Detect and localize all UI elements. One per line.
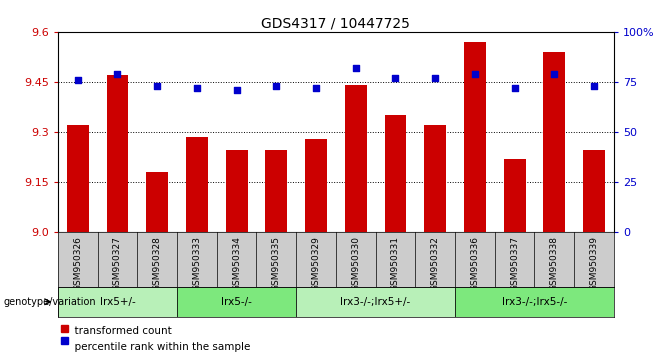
Text: GSM950326: GSM950326 (73, 236, 82, 291)
Text: GSM950335: GSM950335 (272, 236, 281, 291)
Text: genotype/variation: genotype/variation (3, 297, 96, 307)
Bar (58, 287, 177, 317)
Bar (265, 150, 288, 232)
Text: lrx3-/-;lrx5-/-: lrx3-/-;lrx5-/- (502, 297, 567, 307)
Text: GSM950329: GSM950329 (311, 236, 320, 291)
Bar (544, 52, 565, 232)
Text: lrx5+/-: lrx5+/- (99, 297, 136, 307)
Bar (464, 42, 486, 232)
Text: GSM950336: GSM950336 (470, 236, 480, 291)
Point (72, 77, 83, 83)
Bar (177, 287, 296, 317)
Text: GSM950339: GSM950339 (590, 236, 599, 291)
Bar (455, 287, 614, 317)
Point (470, 71, 480, 77)
Point (509, 85, 520, 91)
Point (232, 87, 242, 93)
Bar (186, 137, 208, 232)
Point (191, 85, 202, 91)
Text: GSM950338: GSM950338 (550, 236, 559, 291)
Bar (345, 85, 367, 232)
Text: transformed count: transformed count (68, 326, 172, 336)
Text: GSM950334: GSM950334 (232, 236, 241, 291)
Text: GSM950327: GSM950327 (113, 236, 122, 291)
Bar (61, 337, 68, 344)
Text: GSM950337: GSM950337 (510, 236, 519, 291)
Point (311, 85, 321, 91)
Title: GDS4317 / 10447725: GDS4317 / 10447725 (261, 17, 411, 31)
Point (549, 71, 559, 77)
Text: GSM950330: GSM950330 (351, 236, 361, 291)
Text: GSM950331: GSM950331 (391, 236, 400, 291)
Bar (305, 138, 327, 232)
Text: lrx5-/-: lrx5-/- (221, 297, 252, 307)
Text: GSM950328: GSM950328 (153, 236, 162, 291)
Text: GSM950332: GSM950332 (431, 236, 440, 291)
Point (271, 83, 282, 89)
Bar (146, 172, 168, 232)
Text: GSM950333: GSM950333 (192, 236, 201, 291)
Point (351, 65, 361, 71)
Bar (504, 159, 526, 232)
Bar (384, 115, 407, 232)
Point (430, 75, 440, 81)
Bar (226, 150, 247, 232)
Point (390, 75, 401, 81)
Bar (424, 125, 446, 232)
Bar (296, 287, 455, 317)
Bar (61, 325, 68, 332)
Text: percentile rank within the sample: percentile rank within the sample (68, 342, 250, 352)
Bar (107, 75, 128, 232)
Text: lrx3-/-;lrx5+/-: lrx3-/-;lrx5+/- (340, 297, 411, 307)
Bar (583, 150, 605, 232)
Bar (67, 125, 89, 232)
Point (113, 71, 123, 77)
Point (589, 83, 599, 89)
Point (152, 83, 163, 89)
